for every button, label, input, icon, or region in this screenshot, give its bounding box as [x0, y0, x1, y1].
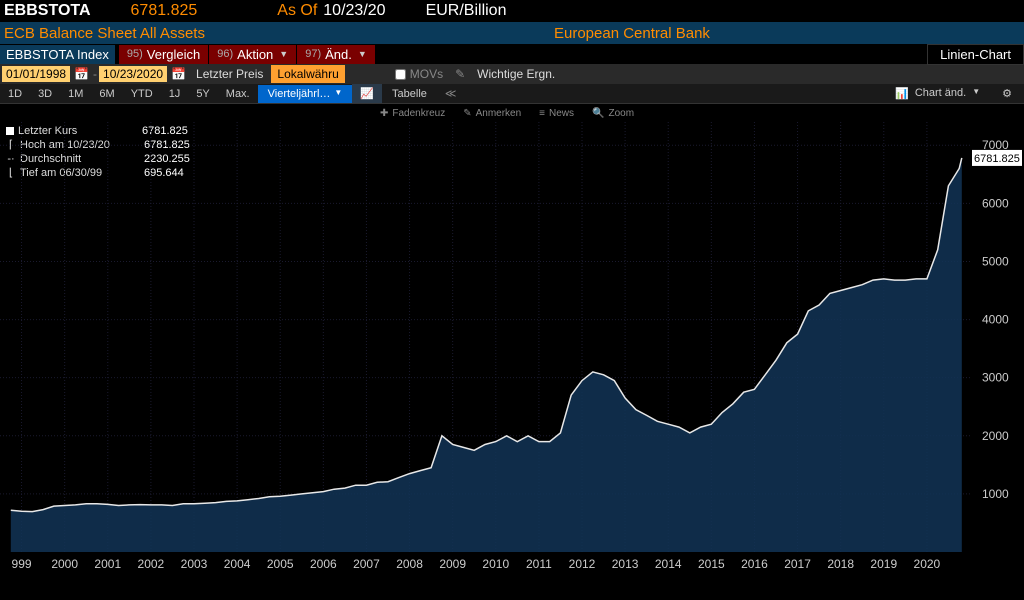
header-primary: EBBSTOTA 6781.825 As Of 10/23/20 EUR/Bil… [0, 0, 1024, 22]
svg-text:2000: 2000 [51, 557, 78, 571]
zoom-tool[interactable]: 🔍 Zoom [592, 108, 634, 119]
instrument-description: ECB Balance Sheet All Assets [4, 25, 554, 42]
currency-button[interactable]: Lokalwähru [271, 65, 344, 83]
price-type-button[interactable]: Letzter Preis [190, 65, 269, 83]
svg-text:2000: 2000 [982, 429, 1009, 443]
chevron-down-icon: ▼ [279, 49, 288, 59]
svg-text:2017: 2017 [784, 557, 811, 571]
tab-vergleich[interactable]: 95) Vergleich [119, 45, 208, 64]
svg-text:6781.825: 6781.825 [974, 153, 1020, 165]
chart-style-icon[interactable]: 📈 [352, 84, 382, 103]
chart-tools: ✚ Fadenkreuz ✎ Anmerken ≡ News 🔍 Zoom [0, 104, 1024, 122]
collapse-icon[interactable]: ≪ [437, 84, 465, 103]
crosshair-tool[interactable]: ✚ Fadenkreuz [380, 108, 445, 119]
chart-edit-button[interactable]: 📊 Chart änd. ▼ [885, 84, 990, 103]
tab-number: 97) [305, 48, 321, 60]
institution-name: European Central Bank [554, 25, 710, 42]
date-to-input[interactable]: 10/23/2020 [99, 66, 167, 82]
tab-number: 95) [127, 48, 143, 60]
chart-area[interactable]: Letzter Kurs6781.825 ⌈Hoch am 10/23/2067… [0, 122, 1024, 578]
header-controls: 01/01/1998 📅 - 10/23/2020 📅 Letzter Prei… [0, 64, 1024, 84]
date-from-input[interactable]: 01/01/1998 [2, 66, 70, 82]
svg-text:2003: 2003 [181, 557, 208, 571]
range-1d[interactable]: 1D [0, 85, 30, 103]
news-tool[interactable]: ≡ News [539, 108, 574, 119]
svg-text:2014: 2014 [655, 557, 682, 571]
current-value: 6781.825 [131, 2, 198, 20]
svg-text:2008: 2008 [396, 557, 423, 571]
svg-text:2002: 2002 [138, 557, 165, 571]
svg-text:2018: 2018 [827, 557, 854, 571]
asof-date: 10/23/20 [323, 2, 385, 20]
svg-text:4000: 4000 [982, 313, 1009, 327]
svg-text:1000: 1000 [982, 487, 1009, 501]
svg-text:2013: 2013 [612, 557, 639, 571]
header-ranges: 1D3D1M6MYTD1J5YMax. Vierteljährl… ▼ 📈 Ta… [0, 84, 1024, 104]
tab-label: Aktion [237, 47, 273, 62]
svg-text:2007: 2007 [353, 557, 380, 571]
svg-text:2012: 2012 [569, 557, 596, 571]
chart-icon: 📊 [895, 87, 909, 100]
svg-text:2016: 2016 [741, 557, 768, 571]
frequency-selector[interactable]: Vierteljährl… ▼ [258, 85, 353, 103]
calendar-icon[interactable]: 📅 [72, 67, 91, 81]
range-max[interactable]: Max. [218, 85, 258, 103]
gear-icon[interactable]: ⚙ [990, 84, 1024, 103]
tab-number: 96) [217, 48, 233, 60]
svg-text:2009: 2009 [439, 557, 466, 571]
date-separator: - [93, 67, 97, 81]
ticker-symbol: EBBSTOTA [4, 2, 91, 20]
svg-text:2010: 2010 [482, 557, 509, 571]
tab-aend[interactable]: 97) Änd. ▼ [297, 45, 375, 64]
range-5y[interactable]: 5Y [188, 85, 217, 103]
chart-type-label[interactable]: Linien-Chart [927, 44, 1024, 65]
svg-text:2019: 2019 [870, 557, 897, 571]
tab-label: Vergleich [147, 47, 200, 62]
svg-text:2006: 2006 [310, 557, 337, 571]
range-ytd[interactable]: YTD [123, 85, 161, 103]
calendar-icon[interactable]: 📅 [169, 67, 188, 81]
svg-text:999: 999 [12, 557, 32, 571]
ergn-link[interactable]: Wichtige Ergn. [471, 67, 561, 81]
movs-checkbox[interactable]: MOVs [389, 67, 449, 81]
pencil-icon[interactable]: ✎ [451, 67, 469, 81]
index-badge[interactable]: EBBSTOTA Index [0, 45, 115, 64]
tab-aktion[interactable]: 96) Aktion ▼ [209, 45, 296, 64]
unit-label: EUR/Billion [426, 2, 507, 20]
svg-text:2004: 2004 [224, 557, 251, 571]
annotate-tool[interactable]: ✎ Anmerken [463, 108, 521, 119]
asof-label: As Of [277, 2, 317, 20]
range-1m[interactable]: 1M [60, 85, 91, 103]
line-chart: 1000200030004000500060007000999200020012… [0, 122, 1024, 578]
svg-text:2005: 2005 [267, 557, 294, 571]
svg-text:5000: 5000 [982, 254, 1009, 268]
header-tabs: EBBSTOTA Index 95) Vergleich 96) Aktion … [0, 44, 1024, 64]
range-3d[interactable]: 3D [30, 85, 60, 103]
svg-text:2015: 2015 [698, 557, 725, 571]
chevron-down-icon: ▼ [334, 88, 342, 100]
svg-text:6000: 6000 [982, 196, 1009, 210]
svg-text:2001: 2001 [94, 557, 121, 571]
svg-text:3000: 3000 [982, 371, 1009, 385]
svg-text:2011: 2011 [526, 557, 552, 571]
range-6m[interactable]: 6M [91, 85, 122, 103]
chevron-down-icon: ▼ [358, 49, 367, 59]
range-1j[interactable]: 1J [161, 85, 189, 103]
svg-text:2020: 2020 [914, 557, 941, 571]
chevron-down-icon: ▼ [972, 87, 980, 100]
tab-label: Änd. [325, 47, 352, 62]
table-button[interactable]: Tabelle [382, 85, 437, 103]
header-description: ECB Balance Sheet All Assets European Ce… [0, 22, 1024, 44]
